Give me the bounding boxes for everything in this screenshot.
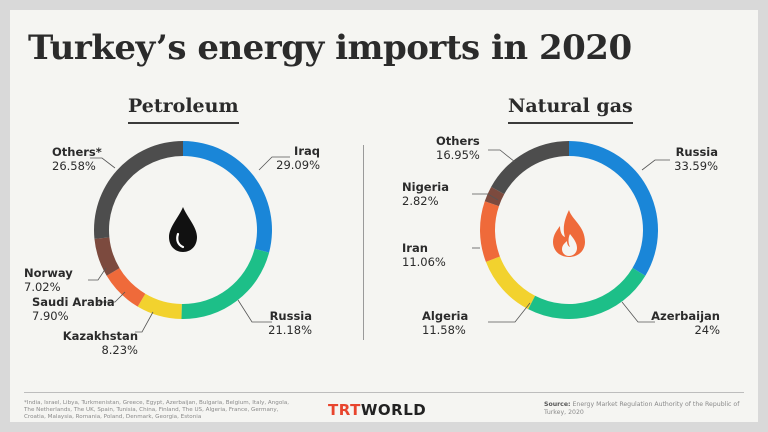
trt-world-logo: TRTWORLD (328, 401, 427, 419)
petroleum-heading: Petroleum (128, 95, 239, 124)
label-norway: Norway 7.02% (24, 266, 73, 294)
source-note: Source: Energy Market Regulation Authori… (544, 401, 740, 416)
label-gas-russia: Russia 33.59% (674, 145, 718, 173)
gas-donut (479, 141, 658, 319)
slice-kazakhstan (137, 293, 182, 319)
flame-icon (553, 210, 585, 257)
page-title: Turkey’s energy imports in 2020 (28, 28, 632, 68)
slice-russia (569, 141, 658, 276)
donut-charts (88, 141, 670, 333)
leader-kazakhstan (135, 311, 154, 333)
label-nigeria: Nigeria 2.82% (402, 180, 449, 208)
footnote: *India, Israel, Libya, Turkmenistan, Gre… (24, 400, 290, 421)
label-algeria: Algeria 11.58% (422, 309, 469, 337)
label-iraq: Iraq 29.09% (276, 144, 320, 172)
slice-others (94, 141, 183, 239)
infographic-card: Turkey’s energy imports in 2020 Petroleu… (10, 10, 758, 422)
leader-algeria (488, 302, 531, 323)
slice-iran (479, 201, 500, 262)
petroleum-heading-text: Petroleum (128, 95, 239, 117)
leader-azerbaijan (621, 301, 655, 323)
label-gas-others: Others 16.95% (436, 134, 480, 162)
leader-lines (88, 149, 670, 333)
leader-gas-russia (641, 159, 670, 171)
slice-saudi-arabia (106, 268, 146, 307)
label-petro-russia: Russia 21.18% (268, 309, 312, 337)
slice-norway (94, 237, 120, 276)
oil-drop-icon (169, 207, 197, 252)
label-petro-others: Others* 26.58% (52, 145, 102, 173)
leader-petro-others (90, 157, 116, 169)
slice-algeria (485, 256, 536, 310)
slice-others (491, 141, 569, 195)
leader-norway (88, 267, 107, 281)
leader-saudi (98, 291, 126, 303)
slice-iraq (183, 141, 273, 253)
label-iran: Iran 11.06% (402, 241, 446, 269)
label-kazakhstan: Kazakhstan 8.23% (62, 329, 138, 357)
gas-heading: Natural gas (508, 95, 633, 124)
petroleum-heading-rule (128, 122, 239, 124)
slice-nigeria (484, 186, 505, 207)
leader-nigeria (472, 193, 499, 201)
gas-heading-rule (508, 122, 633, 124)
label-saudi: Saudi Arabia 7.90% (32, 295, 115, 323)
footer-rule (24, 392, 744, 393)
label-azerbaijan: Azerbaijan 24% (651, 309, 720, 337)
leader-gas-others (488, 149, 516, 163)
center-divider (363, 145, 364, 340)
slice-russia (181, 248, 270, 319)
slice-azerbaijan (528, 268, 646, 319)
leader-petro-russia (237, 299, 272, 323)
leader-iraq (258, 156, 290, 171)
gas-heading-text: Natural gas (508, 95, 633, 117)
petroleum-donut (94, 141, 273, 319)
